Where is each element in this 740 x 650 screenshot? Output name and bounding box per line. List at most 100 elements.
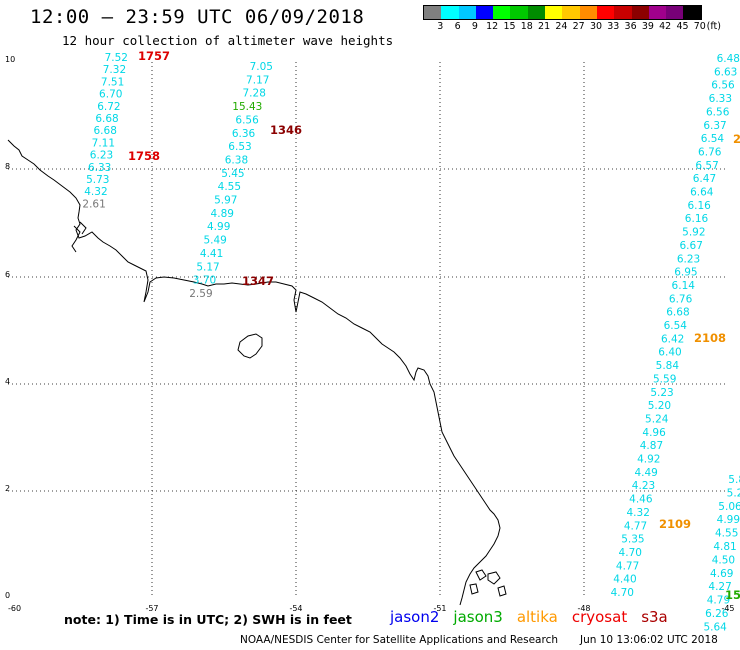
map-subtitle: 12 hour collection of altimeter wave hei… (62, 33, 394, 48)
lon-tick-label: -51 (433, 604, 446, 613)
lat-tick-label: 6 (5, 270, 10, 279)
wave-height-value: 4.27 (708, 581, 731, 593)
legend-swatch (614, 6, 632, 19)
wave-height-value: 4.87 (640, 440, 663, 452)
lat-lon-grid (8, 62, 728, 598)
wave-height-value: 4.77 (624, 520, 647, 532)
legend-color-bar (423, 5, 702, 20)
legend-swatch (631, 6, 649, 19)
credit-line: NOAA/NESDIS Center for Satellite Applica… (240, 634, 718, 646)
legend-swatch (666, 6, 684, 19)
estuary-detail (71, 221, 87, 253)
wave-height-value: 6.68 (666, 307, 689, 319)
wave-height-value: 4.96 (642, 427, 666, 439)
pass-time-label: 2109 (659, 517, 691, 531)
delta-islands (469, 569, 507, 597)
wave-height-value: 5.23 (650, 387, 673, 399)
wave-height-value: 6.72 (97, 101, 120, 113)
satellite-jason3: jason3 (453, 608, 503, 626)
wave-height-value: 6.16 (687, 200, 711, 212)
wave-height-value: 4.49 (634, 467, 657, 479)
legend-swatch (683, 6, 701, 19)
wave-height-value: 6.76 (698, 146, 722, 158)
track-labels: 7.527.327.516.706.726.686.687.116.236.33… (82, 49, 740, 633)
wave-height-value: 4.92 (637, 454, 660, 466)
wave-height-value: 6.16 (685, 213, 709, 225)
wave-height-value: 4.55 (715, 528, 738, 540)
satellite-jason2: jason2 (390, 608, 440, 626)
wave-height-value: 5.20 (648, 400, 671, 412)
legend-swatch (510, 6, 528, 19)
wave-height-value: 6.40 (658, 347, 681, 359)
pass-time-label: 1346 (270, 123, 302, 137)
wave-height-value: 5.35 (621, 534, 644, 546)
pass-time-label: 1757 (138, 49, 170, 63)
wave-height-value: 6.95 (674, 267, 697, 279)
wave-height-value: 6.56 (235, 114, 259, 126)
legend-level-label: 70 (693, 21, 706, 32)
wave-height-value: 4.55 (218, 181, 241, 193)
wave-height-value: 7.17 (246, 74, 269, 86)
wave-height-value: 7.52 (105, 52, 128, 64)
legend-level-label: 30 (589, 21, 603, 32)
wave-height-value: 6.33 (88, 162, 111, 174)
wave-height-value: 4.46 (629, 494, 653, 506)
legend-level-label: 12 (486, 21, 499, 32)
wave-height-value: 5.17 (196, 261, 219, 273)
legend-level-label: 39 (641, 21, 654, 32)
color-legend: 3 6 9 12 15 18 21 24 27 30 33 36 39 42 45 70 (ft) (423, 5, 721, 32)
coastline-path (7, 139, 501, 606)
wave-height-value: 6.54 (664, 320, 688, 332)
wave-height-value: 7.51 (101, 76, 124, 88)
wave-height-value: 6.23 (90, 150, 113, 162)
legend-swatch (545, 6, 563, 19)
wave-height-value: 4.69 (710, 568, 733, 580)
wave-height-value: 4.79 (707, 595, 730, 607)
wave-height-value: 6.56 (711, 80, 735, 92)
satellite-cryosat: cryosat (571, 608, 628, 626)
wave-height-value: 4.23 (632, 480, 655, 492)
axis-ticks: -60 -57 -54 -51 -48 -45 0 2 4 6 8 10 (5, 55, 735, 613)
satellite-s3a: s3a (641, 608, 668, 626)
lat-tick-label: 2 (5, 484, 10, 493)
wave-height-value: 6.63 (714, 66, 737, 78)
wave-height-value: 2.59 (189, 288, 212, 300)
legend-level-label: 15 (503, 21, 516, 32)
wave-height-value: 4.89 (211, 208, 234, 220)
satellite-altika: altika (516, 608, 558, 626)
wave-height-value: 6.53 (228, 141, 251, 153)
wave-height-value: 4.32 (84, 186, 107, 198)
wave-height-value: 6.67 (680, 240, 703, 252)
legend-swatch (458, 6, 476, 19)
wave-height-value: 4.41 (200, 248, 223, 260)
legend-level-label: 18 (520, 21, 533, 32)
legend-level-label: 45 (676, 21, 689, 32)
lon-tick-label: -54 (289, 604, 302, 613)
lon-tick-label: -48 (577, 604, 590, 613)
wave-height-value: 6.47 (693, 173, 716, 185)
legend-swatch (424, 6, 442, 19)
legend-level-label: 9 (471, 21, 478, 32)
legend-swatch (562, 6, 580, 19)
wave-height-value: 5.45 (221, 168, 244, 180)
timestamp: Jun 10 13:06:02 UTC 2018 (580, 634, 718, 646)
pass-time-label: 2 (733, 132, 740, 146)
pass-time-label: 2108 (694, 331, 726, 345)
wave-height-value: 6.23 (677, 253, 700, 265)
pass-time-label: 15 (725, 588, 740, 602)
wave-height-value: 5.97 (214, 195, 237, 207)
wave-height-value: 4.70 (611, 587, 634, 599)
map-frame (8, 62, 728, 598)
wave-height-value: 6.33 (709, 93, 732, 105)
map-title: 12:00 — 23:59 UTC 06/09/2018 (30, 6, 365, 28)
legend-level-label: 42 (659, 21, 672, 32)
legend-level-label: 36 (624, 21, 637, 32)
legend-swatch (579, 6, 597, 19)
lat-tick-label: 0 (5, 591, 10, 600)
wave-height-value: 6.37 (703, 120, 726, 132)
coastline (7, 139, 507, 606)
lon-tick-label: -60 (8, 604, 21, 613)
wave-height-value: 6.57 (695, 160, 718, 172)
wave-height-value: 7.28 (243, 88, 266, 100)
